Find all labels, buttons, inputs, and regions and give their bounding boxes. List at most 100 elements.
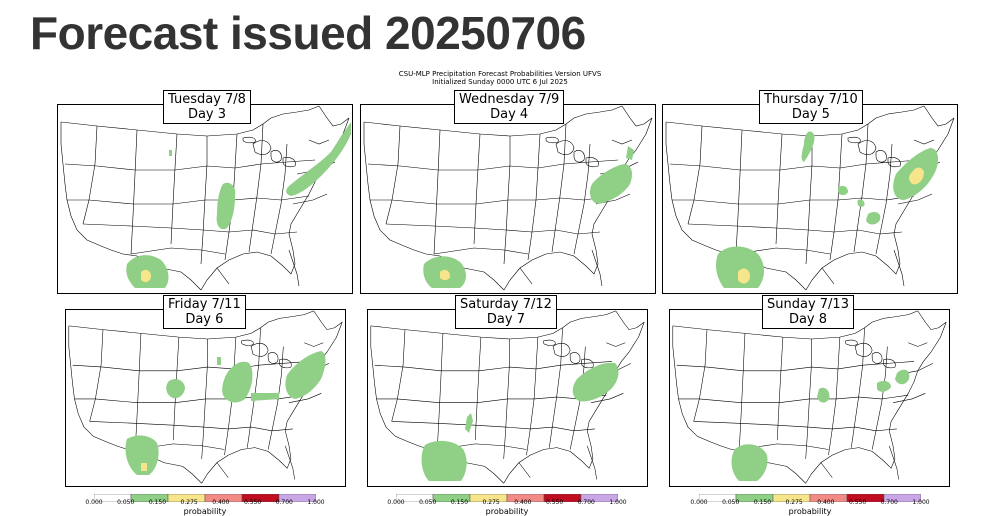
state-boundary [853, 123, 869, 253]
coastline [615, 310, 645, 330]
figure-header-line1: CSU-MLP Precipitation Forecast Probabili… [398, 70, 602, 78]
state-boundary [67, 195, 310, 205]
coastline [621, 105, 653, 127]
forecast-map-day4: Wednesday 7/9 Day 4 [360, 90, 656, 294]
day-number: Day 7 [486, 312, 525, 327]
state-boundary [433, 129, 441, 255]
colorbar-label: probability [788, 507, 832, 516]
state-boundary [288, 249, 300, 287]
state-boundary [888, 445, 900, 480]
state-boundary [267, 352, 279, 364]
state-boundary [693, 421, 897, 432]
state-boundary [678, 394, 909, 403]
us-map-day5 [662, 104, 958, 294]
state-boundary [581, 358, 594, 369]
state-boundary [200, 136, 208, 265]
colorbar-tick-label: 0.150 [148, 499, 167, 506]
colorbar-swatches [395, 493, 619, 503]
state-boundary [288, 393, 322, 403]
state-boundary [573, 150, 585, 163]
coastline [313, 310, 343, 330]
us-map-day8 [669, 309, 950, 487]
coastline [370, 325, 504, 484]
coastline [805, 322, 947, 484]
state-boundary [672, 195, 915, 205]
state-boundary [64, 159, 316, 171]
state-boundary [586, 445, 598, 480]
colorbar-tick-label: 0.000 [85, 499, 103, 506]
colorbar-tick-label: 0.050 [117, 499, 135, 506]
state-boundary [433, 247, 529, 255]
forecast-map-day8: Sunday 7/13 Day 8 [669, 295, 950, 487]
coastline [68, 325, 202, 484]
colorbar-tick-label: 0.275 [482, 499, 500, 506]
us-map-day6 [65, 309, 346, 487]
day-number: Day 6 [185, 312, 224, 327]
day-label: Thursday 7/10 Day 5 [759, 90, 863, 124]
state-boundary [669, 159, 921, 171]
day-name: Thursday 7/10 [764, 92, 858, 107]
state-boundary [569, 352, 581, 364]
state-boundary [72, 361, 310, 372]
colorbar-tick-label: 0.050 [722, 499, 740, 506]
state-boundary [284, 445, 296, 480]
figure-header-line2: Initialized Sunday 0000 UTC 6 Jul 2025 [432, 78, 568, 86]
state-boundary [292, 193, 328, 205]
state-boundary [250, 342, 269, 357]
day-label: Sunday 7/13 Day 8 [762, 295, 854, 329]
colorbar-tick-label: 0.275 [785, 499, 803, 506]
state-boundary [304, 342, 324, 347]
state-boundary [735, 129, 743, 255]
colorbar-2: 0.000 0.050 0.150 0.275 0.400 0.550 0.700 1.000… [387, 489, 627, 516]
state-boundary [545, 136, 559, 144]
forecast-map-day3: Tuesday 7/8 Day 3 [57, 90, 353, 294]
day-number: Day 4 [490, 107, 529, 122]
state-boundary [548, 327, 563, 448]
state-boundary [130, 129, 138, 255]
colorbar-1: 0.000 0.050 0.150 0.275 0.400 0.550 0.700 1.000… [85, 489, 325, 516]
state-boundary [385, 223, 601, 235]
coastline [665, 122, 807, 291]
state-boundary [385, 125, 401, 225]
coastline [917, 310, 947, 330]
colorbar-tick-label: 0.700 [577, 499, 595, 506]
state-boundary [775, 133, 783, 245]
colorbar-tick-label: 0.550 [545, 499, 564, 506]
state-boundary [279, 358, 292, 369]
state-boundary [436, 333, 444, 450]
us-map-day4 [360, 104, 656, 294]
coastline [503, 322, 645, 484]
state-boundary [847, 136, 861, 144]
colorbar-tick-label: 1.000 [609, 499, 627, 506]
state-boundary [374, 361, 612, 372]
state-boundary [543, 339, 556, 346]
colorbar-tick-label: 0.550 [848, 499, 867, 506]
state-boundary [376, 394, 607, 403]
state-boundary [805, 338, 812, 459]
state-boundary [89, 329, 104, 422]
day-number: Day 3 [187, 107, 227, 122]
state-boundary [591, 249, 603, 287]
day-name: Friday 7/11 [168, 297, 241, 312]
state-boundary [887, 157, 901, 168]
colorbar-tick-label: 1.000 [912, 499, 930, 506]
state-boundary [871, 346, 888, 450]
state-boundary [908, 342, 928, 347]
state-boundary [776, 337, 784, 441]
coastline [672, 325, 806, 484]
state-boundary [590, 393, 624, 403]
colorbar-tick-label: 0.150 [753, 499, 772, 506]
colorbar-tick-label: 0.400 [817, 499, 835, 506]
state-boundary [555, 140, 575, 155]
forecast-map-day6: Friday 7/11 Day 6 [65, 295, 346, 487]
coastline [318, 105, 350, 127]
state-boundary [913, 139, 935, 145]
state-boundary [474, 337, 482, 441]
colorbar-3: 0.000 0.050 0.150 0.275 0.400 0.550 0.700 1.000… [690, 489, 930, 516]
state-boundary [893, 249, 905, 287]
colorbar-label: probability [485, 507, 529, 516]
state-boundary [821, 267, 835, 285]
state-boundary [552, 342, 571, 357]
state-boundary [735, 247, 831, 255]
colorbar-tick-label: 0.000 [387, 499, 405, 506]
